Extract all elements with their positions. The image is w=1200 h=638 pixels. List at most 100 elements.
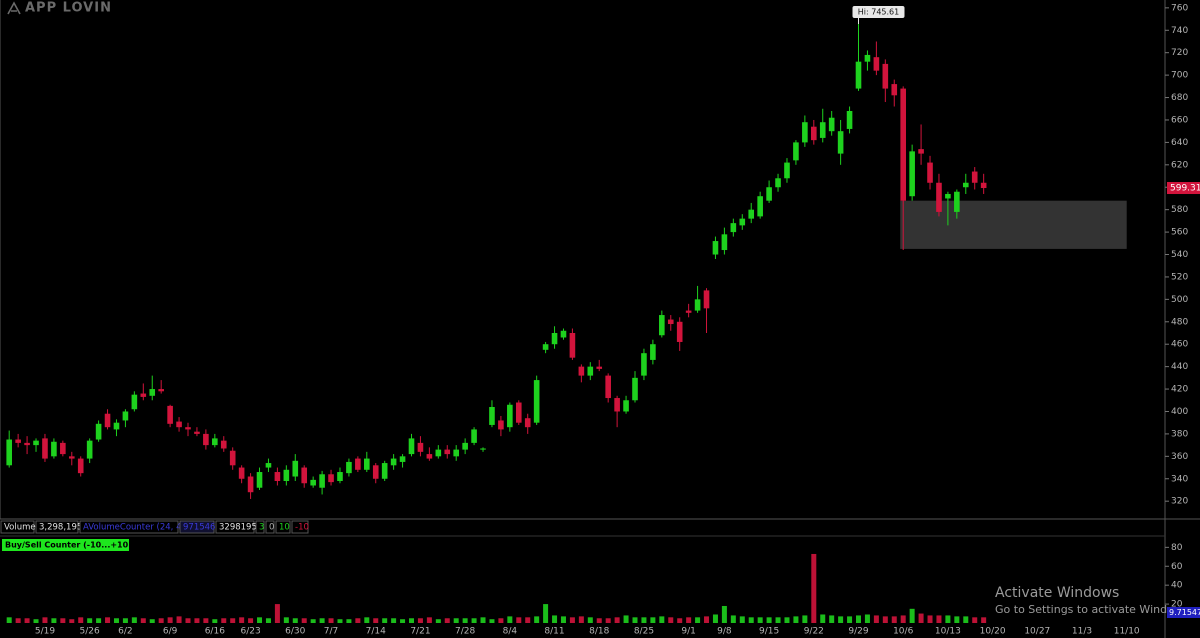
x-tick-label: 9/22 — [804, 627, 824, 637]
volume-bar — [346, 619, 352, 623]
candle-body — [784, 162, 790, 179]
x-tick-label: 7/28 — [455, 627, 475, 637]
volume-bar — [981, 617, 987, 623]
volume-bar — [283, 617, 289, 623]
x-tick-label: 5/26 — [80, 627, 100, 637]
volume-bar — [543, 604, 549, 623]
candle-body — [882, 63, 889, 89]
volume-bar — [400, 619, 406, 623]
support-zone — [900, 200, 1127, 249]
volume-bar — [659, 616, 665, 623]
volume-bar — [793, 616, 799, 623]
logo-icon — [7, 1, 21, 15]
study-label: Buy/Sell Counter (-10...+10): 2.5 — [5, 541, 152, 550]
volume-bar — [391, 618, 397, 623]
volume-bar — [6, 617, 12, 623]
candle-body — [408, 438, 415, 455]
candle-body — [551, 333, 558, 345]
x-tick-label: 5/19 — [35, 627, 55, 637]
volume-bar — [337, 619, 343, 623]
candle-body — [328, 474, 334, 483]
volume-bar — [239, 617, 245, 623]
volume-bar — [516, 617, 522, 623]
candle-body — [435, 449, 442, 457]
candle-body — [962, 182, 969, 188]
volume-bar — [122, 618, 128, 623]
volume-bar — [963, 616, 969, 623]
y-tick-label: 580 — [1171, 205, 1188, 215]
x-tick-label: 8/11 — [544, 627, 564, 637]
volume-bar — [686, 617, 692, 623]
header-text: 9715467 — [183, 523, 221, 533]
volume-bar — [972, 617, 978, 623]
volume-bar — [131, 617, 137, 623]
header-text: 3 — [259, 523, 264, 533]
watermark-subtitle: Go to Settings to activate Windows. — [995, 603, 1192, 616]
volume-bar — [802, 615, 808, 623]
candle-body — [77, 458, 84, 474]
volume-bar — [525, 617, 531, 623]
volume-bar — [954, 616, 960, 623]
candle-body — [793, 142, 799, 161]
candle-body — [60, 442, 66, 455]
x-tick-label: 6/16 — [205, 627, 225, 637]
x-tick-label: 7/7 — [324, 627, 338, 637]
y-tick-label: 560 — [1171, 228, 1188, 238]
y-tick-label: 20 — [1171, 600, 1183, 610]
volume-bar — [409, 618, 414, 623]
candle-body — [113, 422, 120, 430]
volume-bar — [900, 615, 906, 623]
annotation-box — [852, 5, 905, 18]
candle-body — [811, 126, 817, 141]
candle-body — [980, 182, 987, 189]
annotation: Hi: 745.61 — [858, 7, 899, 16]
volume-bar — [301, 618, 307, 623]
candle-body — [650, 344, 656, 360]
y-tick-label: 640 — [1171, 138, 1188, 148]
x-tick-label: 6/23 — [240, 627, 260, 637]
candle-body — [802, 122, 808, 143]
avg-label: 9.71547 — [1169, 608, 1200, 617]
header-box — [79, 520, 179, 534]
volume-bar — [60, 618, 66, 623]
header-text: -10 — [295, 523, 309, 533]
volume-bar — [864, 614, 870, 623]
x-tick-label: 6/30 — [285, 627, 305, 637]
candle-body — [596, 366, 603, 369]
volume-bar — [552, 615, 558, 623]
volume-bar — [641, 617, 647, 623]
volume-bar — [435, 619, 441, 623]
candle-body — [712, 241, 719, 255]
header-text: 0 — [269, 523, 274, 533]
candle-body — [471, 429, 477, 443]
volume-bar — [96, 618, 102, 623]
y-tick-label: 760 — [1171, 3, 1188, 13]
candle-body — [24, 442, 30, 446]
candle-body — [614, 398, 620, 412]
volume-bar — [373, 618, 379, 623]
candle-body — [721, 234, 728, 251]
volume-bar — [140, 618, 146, 623]
volume-bar — [87, 618, 93, 623]
candle-body — [927, 162, 933, 183]
volume-bar — [668, 617, 674, 623]
x-tick-label: 6/2 — [118, 627, 132, 637]
header-box — [255, 520, 265, 534]
header-text: Volume — [4, 523, 36, 533]
candle-body — [462, 442, 468, 450]
candle-body — [158, 389, 164, 392]
last-price-tag — [1167, 182, 1200, 195]
x-tick-label: 8/25 — [634, 627, 654, 637]
volume-bar — [882, 616, 888, 623]
volume-bar — [230, 618, 236, 623]
volume-bar — [364, 617, 370, 623]
candle-body — [238, 467, 245, 479]
candle-body — [86, 440, 93, 459]
header-box — [291, 520, 309, 534]
candle-body — [426, 454, 433, 459]
candle-body — [444, 449, 451, 455]
candle-body — [489, 407, 495, 425]
volume-bar — [319, 618, 325, 623]
volume-bar — [811, 553, 817, 623]
